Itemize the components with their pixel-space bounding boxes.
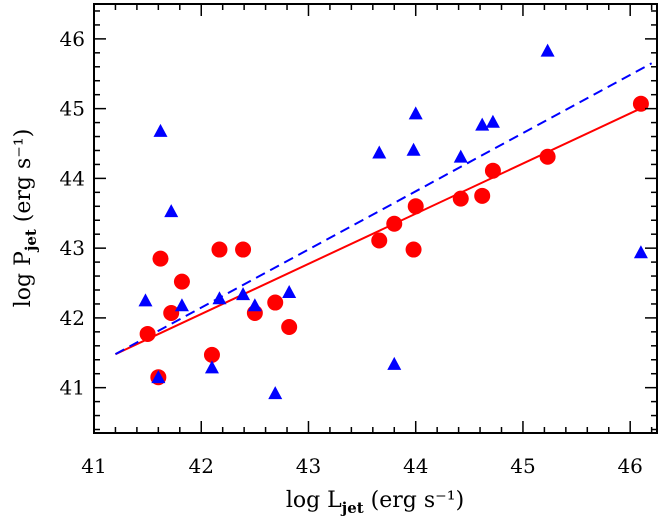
plot-frame <box>93 3 658 434</box>
circle-point <box>203 346 220 363</box>
triangle-point <box>236 287 251 301</box>
y-tick-label: 45 <box>60 97 85 121</box>
solid-fit-line <box>115 104 647 356</box>
circle-point <box>474 187 491 204</box>
y-axis-label-main: log P <box>11 251 36 307</box>
triangle-point <box>372 145 387 159</box>
triangle-point <box>408 106 423 120</box>
circle-point <box>139 325 156 342</box>
circle-point <box>371 232 388 249</box>
circle-point <box>405 241 422 258</box>
axis-ticks <box>93 4 657 433</box>
y-tick-label: 42 <box>60 306 85 330</box>
x-tick-label: 44 <box>403 454 428 478</box>
triangle-point <box>387 356 402 370</box>
triangle-point <box>485 114 500 128</box>
x-axis-label-sub: jet <box>340 499 364 517</box>
fit-lines <box>114 62 653 356</box>
circle-point <box>539 148 556 165</box>
circle-point <box>281 318 298 335</box>
x-tick-label: 46 <box>617 454 642 478</box>
triangle-point <box>138 293 153 307</box>
y-axis-label: log Pjet (erg s⁻¹) <box>11 129 40 308</box>
x-tick-label: 43 <box>296 454 321 478</box>
triangle-point <box>475 117 490 131</box>
y-tick-label: 41 <box>60 376 85 400</box>
circle-point <box>267 294 284 311</box>
triangle-point <box>282 284 297 298</box>
triangle-point <box>174 298 189 312</box>
triangle-point <box>204 360 219 374</box>
x-axis-label-main: log L <box>286 488 342 513</box>
circle-point <box>152 250 169 267</box>
y-axis-label-unit: (erg s⁻¹) <box>11 129 36 230</box>
x-tick-label: 45 <box>510 454 535 478</box>
dashed-fit-line <box>114 62 653 356</box>
tick-labels: 41 42 43 44 45 46 41 42 43 44 45 46 <box>60 27 643 478</box>
y-tick-label: 44 <box>60 166 85 190</box>
circle-point <box>386 215 403 232</box>
triangle-point <box>247 298 262 312</box>
circle-point <box>452 190 469 207</box>
circle-point <box>407 198 424 215</box>
triangle-point <box>406 142 421 156</box>
x-axis-label-unit: (erg s⁻¹) <box>364 488 465 513</box>
x-tick-label: 42 <box>189 454 214 478</box>
triangle-point <box>164 204 179 218</box>
y-axis-label-sub: jet <box>22 229 40 253</box>
triangle-point <box>633 245 648 259</box>
triangle-point <box>153 123 168 137</box>
triangle-point <box>151 370 166 384</box>
triangle-point <box>212 291 227 305</box>
y-tick-label: 46 <box>60 27 85 51</box>
circle-point <box>211 241 228 258</box>
triangle-point <box>453 149 468 163</box>
circle-point <box>173 273 190 290</box>
circle-point <box>163 305 180 322</box>
triangle-point <box>540 43 555 57</box>
circle-point <box>632 95 649 112</box>
data-markers <box>138 43 649 400</box>
triangle-point <box>268 386 283 400</box>
x-tick-label: 41 <box>81 454 106 478</box>
circle-point <box>235 241 252 258</box>
circle-point <box>484 162 501 179</box>
x-axis-label: log Ljet (erg s⁻¹) <box>286 488 464 517</box>
y-tick-label: 43 <box>60 236 85 260</box>
